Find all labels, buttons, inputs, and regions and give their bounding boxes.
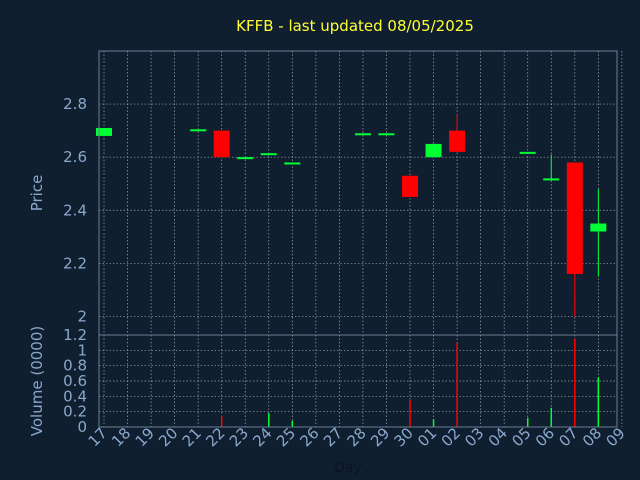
volume-y-tick-label: 0.4 [63, 387, 87, 405]
candle-body [543, 178, 560, 181]
volume-y-tick-label: 1.2 [63, 326, 87, 344]
price-gridlines [99, 51, 623, 335]
volume-y-tick-labels: 00.20.40.60.811.2 [63, 326, 87, 436]
volume-y-tick-label: 0 [77, 418, 87, 436]
candle-body [566, 162, 583, 274]
volume-bar [409, 400, 411, 427]
candle-body [96, 127, 112, 136]
x-tick-labels: 1718192021222324252627282930010203040506… [85, 424, 629, 450]
price-axis-label: Price [28, 175, 46, 212]
volume-panel: 00.20.40.60.811.2 Volume (0000) [28, 326, 623, 436]
price-candles [96, 114, 607, 317]
candle-body [213, 130, 230, 158]
candle-body [519, 151, 536, 154]
candle-body [402, 175, 419, 197]
candle-body [260, 153, 277, 156]
candle-body [590, 223, 607, 232]
volume-y-tick-label: 1 [77, 341, 87, 359]
candle-body [237, 157, 254, 160]
volume-gridlines [99, 334, 623, 428]
price-y-tick-label: 2.2 [63, 254, 87, 272]
volume-bar [526, 417, 529, 427]
candle-body [284, 162, 301, 165]
volume-bar [597, 377, 600, 427]
volume-bar [220, 415, 223, 427]
volume-y-tick-label: 0.2 [63, 403, 87, 421]
volume-plot-frame [98, 334, 618, 428]
price-y-tick-labels: 2 2.2 2.4 2.6 2.8 [63, 95, 87, 325]
volume-y-tick-label: 0.6 [63, 372, 87, 390]
candle-body [425, 143, 442, 158]
price-y-tick-label: 2 [77, 307, 87, 325]
candle-body [449, 130, 466, 152]
price-y-tick-label: 2.4 [63, 201, 87, 219]
volume-bar [456, 342, 458, 427]
candle-body [378, 133, 395, 136]
price-plot-area [99, 51, 617, 335]
volume-bar [550, 407, 553, 427]
volume-y-tick-label: 0.8 [63, 357, 87, 375]
price-panel: 2 2.2 2.4 2.6 2.8 Price [28, 50, 623, 336]
volume-axis-label: Volume (0000) [28, 326, 46, 436]
chart-title: KFFB - last updated 08/05/2025 [236, 17, 474, 35]
candle-body [190, 129, 207, 132]
price-y-tick-label: 2.8 [63, 95, 87, 113]
candle-body [354, 133, 371, 136]
volume-bar [574, 338, 576, 427]
volume-bar [268, 413, 270, 427]
volume-bar [432, 419, 435, 427]
price-y-tick-label: 2.6 [63, 148, 87, 166]
x-axis-label: Day [334, 460, 362, 476]
volume-bars [220, 338, 600, 427]
volume-bar [291, 420, 294, 427]
